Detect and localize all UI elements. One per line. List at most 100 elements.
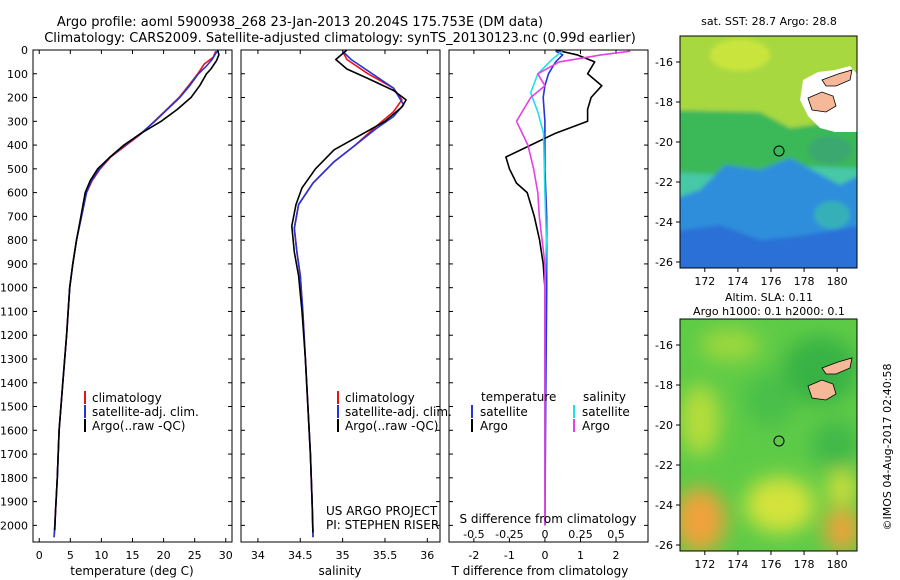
legend-label-argo: Argo(..raw -QC) <box>345 419 438 433</box>
salinity-x-tick-label: 34.5 <box>288 549 313 562</box>
legend-label-temp-satellite: satellite <box>480 405 528 419</box>
temperature-x-tick-label: 0 <box>36 549 43 562</box>
sla-green-blob-center <box>744 372 796 428</box>
temperature-axis-label: temperature (deg C) <box>70 564 193 578</box>
sst-yellow-patch-n <box>710 39 770 71</box>
depth-tick-label: 1100 <box>0 305 28 318</box>
difference-x-tick-label: 0 <box>541 549 548 562</box>
sst-green-band <box>680 110 857 176</box>
depth-tick-label: 100 <box>7 68 28 81</box>
salinity-x-tick-label: 34 <box>251 549 265 562</box>
sla-map-subtitle: Argo h1000: 0.1 h2000: 0.1 <box>693 305 845 318</box>
salinity-panel-frame <box>240 49 441 543</box>
imos-timestamp: ©IMOS 04-Aug-2017 02:40:58 <box>881 364 894 531</box>
s-difference-tick-label: -0.25 <box>495 528 523 541</box>
temperature-legend: climatology satellite-adj. clim. Argo(..… <box>84 391 199 433</box>
legend-label-sal-satellite: satellite <box>582 405 630 419</box>
axes-layer: 0100200300400500600700800900100011001200… <box>0 44 848 571</box>
legend-header-temperature: temperature <box>481 390 556 404</box>
s-difference-axis-label: S difference from climatology <box>460 512 637 526</box>
fiji-landmass-vanua-levu <box>821 357 853 375</box>
temperature-series-satellite-adj-clim <box>53 50 218 538</box>
difference-series-temperature-argo <box>505 49 603 526</box>
sla-yellowgreen-w <box>680 385 720 455</box>
sst-lat-tick-label: -22 <box>655 176 673 189</box>
sst-map-field <box>680 36 857 268</box>
series-layer <box>53 49 631 538</box>
depth-tick-label: 1600 <box>0 424 28 437</box>
depth-tick-label: 400 <box>7 139 28 152</box>
depth-tick-label: 2000 <box>0 519 28 532</box>
s-difference-tick-label: 0.25 <box>568 528 593 541</box>
sst-map-frame <box>679 35 858 269</box>
sla-lat-tick-label: -18 <box>655 379 673 392</box>
sst-cyan-patch-e <box>814 201 850 229</box>
temperature-series-argo-raw-qc <box>54 49 220 531</box>
s-difference-tick-label: 0 <box>541 528 548 541</box>
pi-credit: PI: STEPHEN RISER <box>326 518 439 532</box>
fiji-landmass-viti-levu <box>807 379 837 401</box>
salinity-x-tick-label: 35 <box>336 549 350 562</box>
sla-lat-tick-label: -20 <box>655 419 673 432</box>
sst-lat-tick-label: -16 <box>655 56 673 69</box>
depth-tick-label: 700 <box>7 210 28 223</box>
depth-tick-label: 1900 <box>0 496 28 509</box>
difference-x-tick-label: 1 <box>577 549 584 562</box>
sla-green-blob-e <box>811 421 857 469</box>
legend-label-argo: Argo(..raw -QC) <box>92 419 185 433</box>
sst-lat-tick-label: -24 <box>655 216 673 229</box>
sla-map-field <box>680 319 857 551</box>
sst-deep-blue <box>680 225 857 268</box>
salinity-x-tick-label: 36 <box>420 549 434 562</box>
temperature-x-tick-label: 5 <box>67 549 74 562</box>
legend-label-satellite: satellite-adj. clim. <box>345 405 452 419</box>
sla-yellowgreen-nw <box>700 329 760 361</box>
difference-legend: temperature salinity satellite Argo sate… <box>471 390 630 433</box>
depth-tick-label: 500 <box>7 163 28 176</box>
s-difference-tick-label: -0.5 <box>463 528 484 541</box>
difference-panel-frame <box>448 49 649 543</box>
legend-label-climatology: climatology <box>92 391 162 405</box>
s-difference-tick-label: 0.5 <box>607 528 625 541</box>
argo-float-marker <box>773 435 785 447</box>
sla-map-frame <box>679 318 858 552</box>
temperature-x-tick-label: 10 <box>94 549 108 562</box>
sst-lon-tick-label: 172 <box>694 275 715 288</box>
sla-lat-tick-label: -22 <box>655 459 673 472</box>
sla-lon-tick-label: 174 <box>727 558 748 571</box>
sla-orange-sw <box>680 488 726 551</box>
temperature-series-climatology <box>53 50 217 538</box>
sla-yellow-s <box>745 477 815 533</box>
sla-lat-tick-label: -24 <box>655 499 673 512</box>
fiji-landmass-vanua-levu <box>821 69 853 87</box>
temperature-panel-frame <box>32 49 233 543</box>
sla-map-title: Altim. SLA: 0.11 <box>725 291 813 304</box>
sst-lat-tick-label: -20 <box>655 136 673 149</box>
sst-lon-tick-label: 176 <box>760 275 781 288</box>
salinity-series-argo-raw-qc <box>290 49 407 533</box>
sst-lat-tick-label: -18 <box>655 96 673 109</box>
sst-lat-tick-label: -26 <box>655 256 673 269</box>
legend-header-salinity: salinity <box>583 390 626 404</box>
temperature-x-tick-label: 30 <box>219 549 233 562</box>
sla-lon-tick-label: 176 <box>760 558 781 571</box>
depth-tick-label: 1500 <box>0 401 28 414</box>
depth-tick-label: 0 <box>21 44 28 57</box>
depth-tick-label: 1700 <box>0 448 28 461</box>
t-difference-axis-label: T difference from climatology <box>451 564 629 578</box>
depth-tick-label: 1000 <box>0 282 28 295</box>
sla-lon-tick-label: 178 <box>794 558 815 571</box>
depth-tick-label: 800 <box>7 234 28 247</box>
depth-tick-label: 300 <box>7 115 28 128</box>
argo-float-marker <box>773 145 785 157</box>
salinity-x-tick-label: 35.5 <box>373 549 398 562</box>
legend-label-satellite: satellite-adj. clim. <box>92 405 199 419</box>
legend-label-temp-argo: Argo <box>480 419 508 433</box>
sst-lon-tick-label: 180 <box>827 275 848 288</box>
legend-label-sal-argo: Argo <box>582 419 610 433</box>
depth-tick-label: 600 <box>7 187 28 200</box>
sla-green-blob-ne <box>782 336 857 404</box>
difference-series-temperature-satellite <box>542 50 564 526</box>
sst-green-patch-ne <box>808 136 852 164</box>
